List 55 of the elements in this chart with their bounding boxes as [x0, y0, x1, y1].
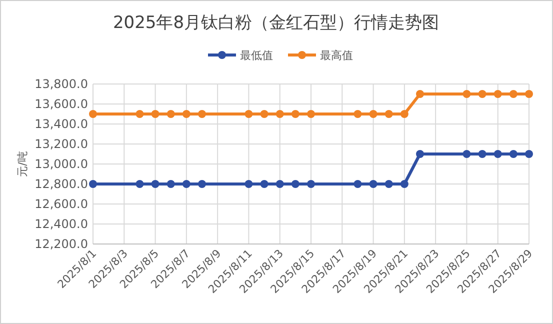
point: [354, 110, 362, 118]
point: [260, 110, 268, 118]
point: [151, 180, 160, 188]
y-tick-label: 13,800.0: [34, 77, 88, 91]
point: [494, 90, 502, 98]
point: [384, 110, 393, 118]
point: [151, 110, 160, 118]
point: [478, 150, 486, 158]
y-tick-label: 12,800.0: [34, 177, 88, 191]
point: [369, 110, 378, 118]
point: [136, 110, 144, 118]
y-tick-label: 13,200.0: [34, 137, 88, 151]
point: [276, 180, 284, 188]
point: [525, 90, 533, 98]
point: [291, 180, 300, 188]
point: [369, 180, 378, 188]
y-tick-label: 13,000.0: [34, 157, 88, 171]
point: [244, 180, 253, 188]
point: [182, 180, 190, 188]
point: [307, 180, 315, 188]
y-tick-label: 12,600.0: [34, 197, 88, 211]
point: [509, 90, 518, 98]
y-tick-label: 13,400.0: [34, 117, 88, 131]
point: [136, 180, 144, 188]
point: [198, 110, 206, 118]
point: [89, 180, 97, 188]
point: [462, 150, 471, 158]
point: [198, 180, 206, 188]
point: [291, 110, 300, 118]
point: [354, 180, 362, 188]
point: [182, 110, 190, 118]
point: [244, 110, 253, 118]
point: [478, 90, 486, 98]
point: [89, 110, 97, 118]
point: [525, 150, 533, 158]
point: [462, 90, 471, 98]
point: [276, 110, 284, 118]
y-tick-label: 12,400.0: [34, 217, 88, 231]
point: [307, 110, 315, 118]
point: [400, 110, 408, 118]
point: [166, 110, 175, 118]
point: [166, 180, 175, 188]
y-tick-label: 12,200.0: [34, 237, 88, 251]
y-axis-title: 元/吨: [16, 151, 29, 177]
point: [400, 180, 408, 188]
y-tick-label: 13,600.0: [34, 97, 88, 111]
point: [494, 150, 502, 158]
point: [260, 180, 268, 188]
point: [384, 180, 393, 188]
chart-title: 2025年8月钛白粉（金红石型）行情走势图: [112, 13, 440, 33]
point: [416, 150, 424, 158]
point: [416, 90, 424, 98]
legend-label: 最高值: [320, 49, 353, 62]
legend-label: 最低值: [240, 49, 273, 62]
point: [509, 150, 518, 158]
